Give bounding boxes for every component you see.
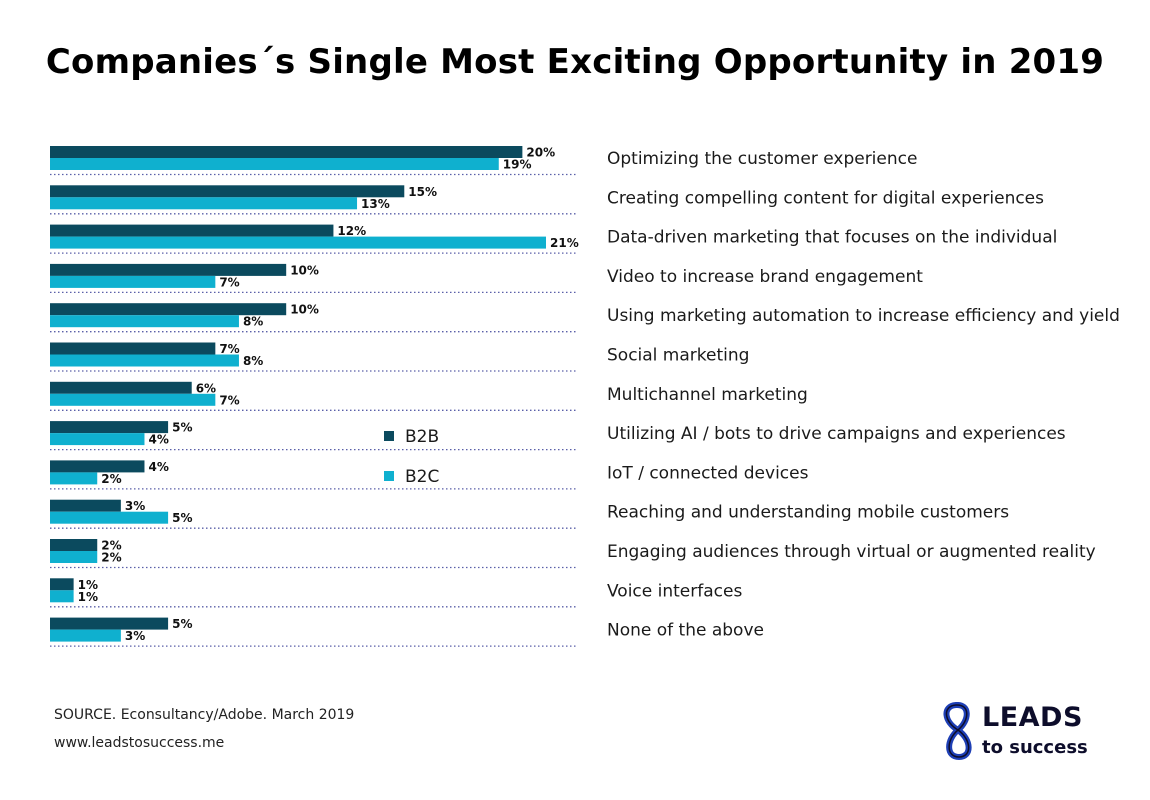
chart-title: Companies´s Single Most Exciting Opportu…	[45, 42, 1105, 82]
bar-b2b	[50, 303, 287, 316]
category-label: Voice interfaces	[607, 581, 742, 601]
data-label-b2b: 10%	[290, 303, 319, 317]
category-label: IoT / connected devices	[607, 463, 809, 483]
data-label-b2c: 3%	[125, 629, 145, 643]
bar-b2b	[50, 460, 145, 473]
data-label-b2c: 13%	[361, 197, 390, 211]
category-label: Utilizing AI / bots to drive campaigns a…	[607, 424, 1066, 444]
logo-tagline: to success	[982, 737, 1088, 758]
infinity-logo-icon	[943, 702, 972, 760]
data-label-b2b: 10%	[290, 263, 319, 277]
legend-swatch-b2b	[384, 431, 394, 441]
bar-b2c	[50, 472, 98, 485]
bar-b2c	[50, 354, 239, 367]
category-label: None of the above	[607, 621, 764, 641]
data-label-b2c: 4%	[148, 433, 168, 447]
legend-label-b2b: B2B	[405, 427, 439, 447]
data-label-b2c: 7%	[219, 275, 239, 289]
bar-b2c	[50, 275, 216, 288]
category-label: Social marketing	[607, 346, 749, 366]
data-label-b2c: 7%	[219, 393, 239, 407]
data-label-b2c: 8%	[243, 315, 263, 329]
bar-b2b	[50, 263, 287, 276]
category-label: Video to increase brand engagement	[607, 267, 923, 287]
bar-b2b	[50, 617, 169, 630]
bar-b2c	[50, 315, 239, 328]
data-label-b2b: 20%	[526, 146, 555, 160]
bar-b2b	[50, 539, 98, 551]
data-label-b2b: 1%	[78, 578, 98, 592]
bar-b2c	[50, 158, 499, 170]
legend-label-b2c: B2C	[405, 467, 439, 487]
category-label: Using marketing automation to increase e…	[607, 306, 1120, 326]
bar-b2b	[50, 381, 192, 394]
category-label: Optimizing the customer experience	[607, 149, 917, 169]
bar-b2b	[50, 578, 74, 591]
data-label-b2c: 8%	[243, 354, 263, 368]
data-label-b2b: 5%	[172, 617, 192, 631]
data-label-b2b: 3%	[125, 499, 145, 513]
data-label-b2b: 12%	[337, 224, 366, 238]
brand-logo: LEADS to success	[938, 702, 1108, 760]
bar-b2c	[50, 393, 216, 406]
source-note: SOURCE. Econsultancy/Adobe. March 2019	[54, 707, 355, 723]
category-label: Engaging audiences through virtual or au…	[607, 542, 1096, 562]
data-label-b2b: 4%	[148, 460, 168, 474]
bar-b2b	[50, 185, 405, 198]
logo-wordmark: LEADS	[982, 702, 1083, 733]
data-label-b2c: 1%	[78, 590, 98, 604]
website-link[interactable]: www.leadstosuccess.me	[54, 735, 225, 751]
bar-b2b	[50, 499, 121, 512]
bar-b2c	[50, 629, 121, 642]
data-label-b2b: 15%	[408, 185, 437, 199]
bar-b2b	[50, 421, 169, 434]
data-label-b2c: 5%	[172, 511, 192, 525]
bar-b2c	[50, 511, 169, 524]
category-label: Reaching and understanding mobile custom…	[607, 503, 1009, 523]
data-label-b2c: 2%	[101, 472, 121, 486]
data-label-b2b: 2%	[101, 539, 121, 553]
legend-swatch-b2c	[384, 471, 394, 481]
bar-b2c	[50, 590, 74, 603]
bar-b2b	[50, 342, 216, 355]
bar-b2b	[50, 146, 523, 158]
bar-b2c	[50, 433, 145, 446]
data-label-b2c: 21%	[550, 236, 579, 250]
data-label-b2c: 19%	[503, 158, 532, 172]
category-label: Data-driven marketing that focuses on th…	[607, 228, 1057, 248]
data-label-b2c: 2%	[101, 551, 121, 565]
bar-b2c	[50, 197, 358, 210]
category-label: Multichannel marketing	[607, 385, 808, 405]
bar-b2c	[50, 551, 98, 563]
bar-b2b	[50, 224, 334, 237]
data-label-b2b: 7%	[219, 342, 239, 356]
category-label: Creating compelling content for digital …	[607, 188, 1044, 208]
bar-b2c	[50, 236, 546, 249]
data-label-b2b: 6%	[196, 381, 216, 395]
data-label-b2b: 5%	[172, 421, 192, 435]
